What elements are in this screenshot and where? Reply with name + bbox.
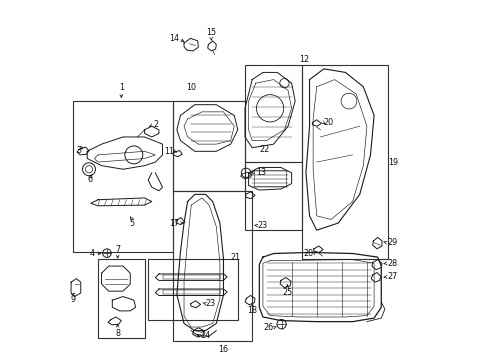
Text: 10: 10: [186, 83, 196, 92]
Text: 22: 22: [260, 145, 270, 154]
Bar: [173, 101, 245, 191]
Text: 20: 20: [323, 118, 333, 127]
Text: 12: 12: [299, 55, 309, 64]
Bar: [98, 259, 145, 338]
Text: 6: 6: [87, 175, 92, 184]
Text: 5: 5: [129, 220, 135, 229]
Text: 29: 29: [387, 238, 397, 247]
Text: 3: 3: [77, 146, 82, 155]
Bar: [148, 259, 238, 320]
Bar: [173, 191, 252, 341]
Text: 23: 23: [205, 299, 216, 308]
Text: 15: 15: [206, 28, 216, 37]
Text: 13: 13: [256, 168, 266, 177]
Text: 25: 25: [282, 288, 293, 297]
Text: 16: 16: [219, 345, 228, 354]
Text: 11: 11: [164, 147, 174, 156]
Bar: [254, 170, 286, 186]
Text: 4: 4: [90, 249, 95, 258]
Text: 2: 2: [153, 120, 159, 129]
Text: 23: 23: [258, 221, 268, 230]
Text: 27: 27: [387, 272, 397, 281]
Text: 19: 19: [389, 158, 398, 167]
Text: 21: 21: [231, 253, 241, 262]
Text: 18: 18: [247, 306, 257, 315]
Text: 20: 20: [303, 249, 313, 258]
Text: 9: 9: [70, 295, 75, 304]
Bar: [245, 162, 302, 230]
Bar: [245, 65, 302, 162]
Bar: [73, 101, 173, 252]
Text: 17: 17: [170, 219, 180, 228]
Bar: [302, 65, 389, 259]
Text: 1: 1: [119, 83, 124, 92]
Text: 28: 28: [387, 259, 397, 268]
Text: 7: 7: [115, 244, 120, 253]
Text: 14: 14: [169, 34, 179, 43]
Text: 26: 26: [264, 323, 274, 332]
Text: 24: 24: [200, 332, 210, 341]
Text: 8: 8: [115, 329, 120, 338]
